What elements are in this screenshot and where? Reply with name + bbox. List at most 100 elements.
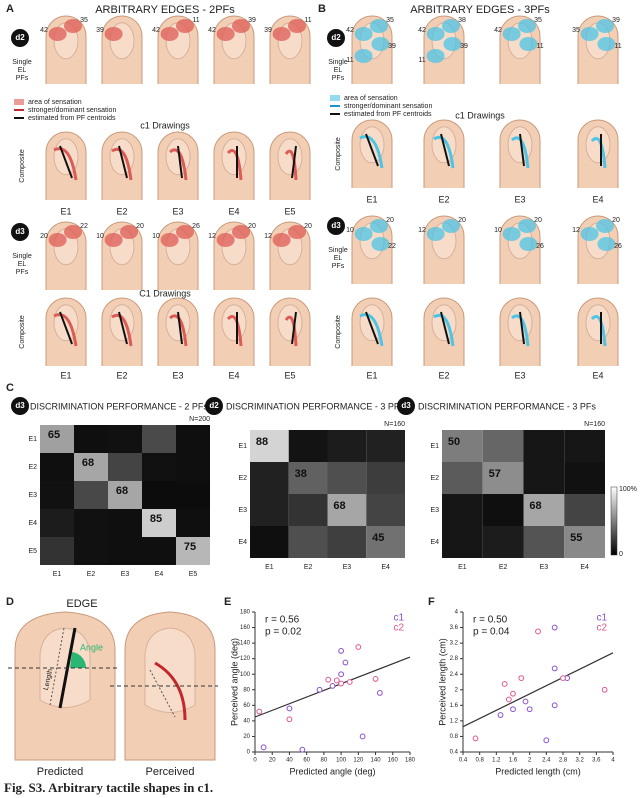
matrix-cell (288, 430, 328, 462)
point-label: 11 (614, 43, 621, 50)
x-tick-label: 140 (371, 758, 382, 764)
sensation-area (288, 19, 306, 33)
matrix-cell (288, 462, 328, 494)
data-point (286, 705, 293, 712)
data-point (338, 680, 345, 687)
matrix-cell (40, 481, 74, 509)
sensation-area (354, 227, 373, 241)
matrix-cell (176, 425, 210, 453)
matrix-cell (250, 430, 289, 462)
row-label: PFs (332, 75, 345, 82)
badge-label: d3 (15, 227, 25, 236)
row-label: Single (328, 247, 348, 254)
matrix-cell (250, 494, 289, 526)
sensation-area (272, 233, 291, 247)
x-tick-label: 3.6 (592, 758, 601, 764)
row-label: E4 (28, 520, 37, 527)
sensation-area (288, 225, 306, 239)
data-point (518, 675, 525, 682)
sensation-area (426, 27, 445, 41)
row-label: E3 (430, 507, 439, 514)
point-label: 39 (248, 17, 256, 24)
drawn-edge (284, 149, 298, 181)
centroid-edge (519, 133, 525, 167)
data-point (329, 682, 336, 689)
sensation-area (370, 19, 388, 33)
matrix-cell (327, 494, 367, 526)
nail (585, 126, 611, 164)
row-label: PFs (332, 263, 345, 270)
legend-label: c1 (393, 613, 404, 624)
x-tick-label: 40 (286, 758, 293, 764)
matrix-cell (250, 526, 289, 558)
row-label: E3 (28, 492, 37, 499)
panel-label: B (318, 3, 326, 15)
col-label: E2 (304, 564, 313, 571)
matrix-cell (442, 494, 483, 526)
data-point (355, 644, 362, 650)
matrix-n: N=160 (384, 421, 405, 428)
point-label: 26 (192, 223, 200, 230)
row-label: E4 (430, 539, 439, 546)
y-tick-label: 100 (240, 672, 251, 678)
point-label: 20 (612, 217, 620, 224)
edge-label: E3 (514, 194, 525, 204)
matrix-cell (74, 509, 108, 537)
point-label: 35 (80, 17, 88, 24)
matrix-cell (108, 425, 142, 453)
sensation-area (176, 225, 194, 239)
point-label: 38 (458, 17, 466, 24)
x-tick-label: 2 (528, 758, 532, 764)
edge-label: E4 (592, 194, 603, 204)
centroid-edge (177, 311, 183, 345)
nail (507, 304, 533, 342)
sensation-area (64, 19, 82, 33)
y-tick-label: 3.2 (450, 641, 459, 647)
y-tick-label: 20 (243, 734, 250, 740)
y-tick-label: 120 (240, 656, 251, 662)
y-axis-label: Perceived angle (deg) (229, 638, 239, 726)
matrix-cell (142, 481, 176, 509)
section-title: C1 Drawings (139, 288, 191, 298)
colorbar (610, 486, 618, 556)
point-label: 20 (386, 217, 394, 224)
data-point (510, 706, 516, 713)
sensation-area (518, 219, 536, 233)
point-label: 39 (388, 43, 396, 50)
point-label: 35 (386, 17, 394, 24)
sensation-area (426, 49, 445, 63)
point-label: 22 (388, 243, 396, 250)
drawn-edge (284, 315, 298, 347)
edge-illustration (8, 611, 218, 761)
matrix-cell (142, 537, 176, 565)
badge (11, 29, 29, 47)
nail (585, 304, 611, 342)
sensation-area (232, 19, 250, 33)
point-label: 39 (460, 43, 468, 50)
centroid-edge (177, 145, 183, 179)
col-label: E2 (87, 571, 96, 578)
point-label: 20 (534, 217, 542, 224)
y-tick-label: 2.4 (450, 672, 459, 678)
sensation-area (120, 225, 138, 239)
sensation-area (48, 233, 67, 247)
x-tick-label: 2.4 (542, 758, 551, 764)
sensation-area (502, 27, 521, 41)
point-label: 35 (572, 27, 580, 34)
sensation-area (216, 27, 235, 41)
sensation-area (502, 227, 521, 241)
data-point (260, 744, 267, 751)
matrix-cell (327, 462, 367, 494)
nail (507, 126, 533, 164)
matrix-cell (442, 526, 483, 558)
nail (221, 304, 247, 342)
edge-label: E1 (366, 370, 377, 380)
data-point (560, 675, 566, 682)
colorbar-label: 0 (619, 551, 623, 558)
y-axis-label: Perceived length (cm) (437, 638, 447, 726)
legend-label: estimated from PF centroids (344, 111, 432, 118)
section-title: c1 Drawings (140, 120, 190, 130)
edge-label: E2 (116, 370, 127, 380)
sensation-area (442, 219, 460, 233)
sensation-area (232, 225, 250, 239)
